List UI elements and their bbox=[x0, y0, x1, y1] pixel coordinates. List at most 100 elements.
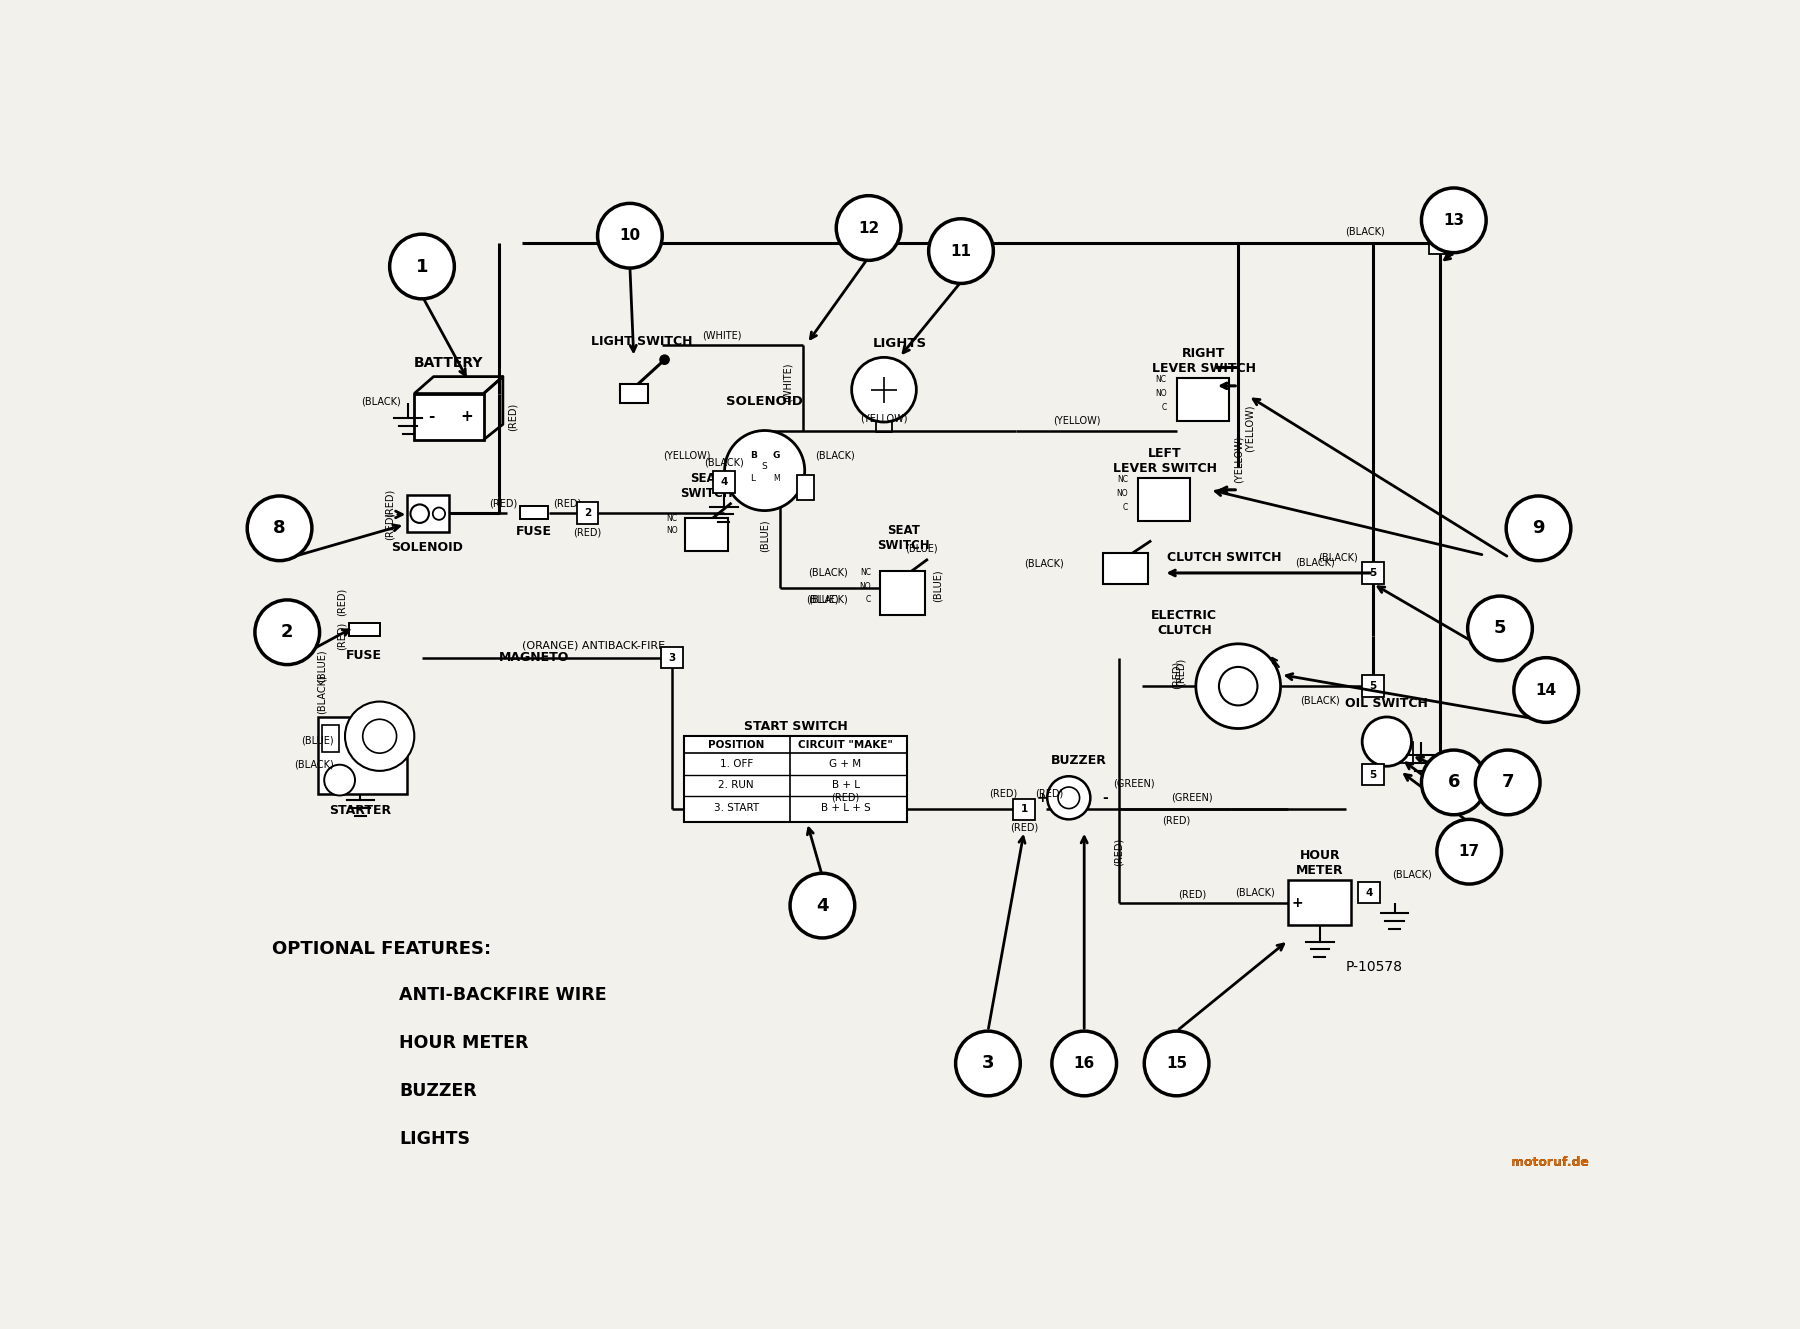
Text: 6: 6 bbox=[1436, 238, 1444, 249]
Text: C: C bbox=[1123, 502, 1129, 512]
Text: BATTERY: BATTERY bbox=[414, 356, 484, 369]
Text: (BLUE): (BLUE) bbox=[905, 544, 938, 554]
Text: 11: 11 bbox=[950, 243, 972, 259]
Circle shape bbox=[346, 702, 414, 771]
Text: NO: NO bbox=[1156, 389, 1166, 399]
Bar bbox=[1359, 881, 1381, 904]
Text: SEAT
SWITCH: SEAT SWITCH bbox=[680, 472, 733, 500]
Text: B: B bbox=[749, 451, 756, 460]
Text: 5: 5 bbox=[1370, 567, 1377, 578]
Bar bbox=[319, 716, 407, 793]
Text: 15: 15 bbox=[1166, 1057, 1188, 1071]
Text: LEFT
LEVER SWITCH: LEFT LEVER SWITCH bbox=[1112, 448, 1217, 476]
Text: P-10578: P-10578 bbox=[1346, 961, 1402, 974]
Text: motoruf.de: motoruf.de bbox=[1510, 1156, 1589, 1170]
Text: FUSE: FUSE bbox=[346, 649, 382, 662]
Bar bbox=[1363, 675, 1384, 696]
Text: CIRCUIT "MAKE": CIRCUIT "MAKE" bbox=[797, 740, 893, 750]
Circle shape bbox=[389, 234, 454, 299]
Text: 3. START: 3. START bbox=[713, 803, 760, 813]
Text: HOUR METER: HOUR METER bbox=[400, 1034, 529, 1053]
Text: G + M: G + M bbox=[830, 759, 862, 769]
Circle shape bbox=[1048, 776, 1091, 820]
Text: 4: 4 bbox=[720, 477, 727, 488]
Text: 2: 2 bbox=[281, 623, 293, 642]
Text: ANTI-BACKFIRE WIRE: ANTI-BACKFIRE WIRE bbox=[400, 986, 607, 1005]
Bar bbox=[1013, 799, 1035, 820]
Text: NO: NO bbox=[666, 526, 677, 536]
Text: (BLACK): (BLACK) bbox=[1235, 888, 1274, 897]
Text: (BLACK): (BLACK) bbox=[808, 595, 848, 605]
Text: (GREEN): (GREEN) bbox=[1172, 793, 1213, 803]
Text: MAGNETO: MAGNETO bbox=[499, 651, 569, 664]
Text: NO: NO bbox=[1116, 489, 1129, 498]
Circle shape bbox=[598, 203, 662, 268]
Text: 17: 17 bbox=[1458, 844, 1480, 860]
Text: 4: 4 bbox=[815, 897, 828, 914]
Text: START SWITCH: START SWITCH bbox=[743, 720, 848, 734]
Circle shape bbox=[247, 496, 311, 561]
Text: SOLENOID: SOLENOID bbox=[725, 395, 803, 408]
Bar bbox=[1363, 764, 1384, 785]
Text: 1: 1 bbox=[1021, 804, 1028, 815]
Text: NC: NC bbox=[1156, 375, 1166, 384]
Text: (YELLOW): (YELLOW) bbox=[860, 413, 907, 424]
Text: (RED): (RED) bbox=[553, 498, 581, 509]
Bar bbox=[619, 384, 648, 403]
Text: (BLACK): (BLACK) bbox=[1296, 558, 1336, 567]
Text: 4: 4 bbox=[1366, 888, 1373, 897]
Text: 9: 9 bbox=[1532, 520, 1544, 537]
Text: 1. OFF: 1. OFF bbox=[720, 759, 752, 769]
Text: -: - bbox=[428, 409, 434, 424]
Circle shape bbox=[1514, 658, 1579, 723]
Circle shape bbox=[837, 195, 902, 260]
Text: (BLACK): (BLACK) bbox=[293, 760, 333, 769]
Bar bbox=[1138, 478, 1190, 521]
Circle shape bbox=[324, 764, 355, 796]
Text: G: G bbox=[772, 451, 779, 460]
Text: NO: NO bbox=[859, 582, 871, 590]
Text: 1: 1 bbox=[416, 258, 428, 275]
Text: (RED): (RED) bbox=[337, 622, 346, 650]
Text: (BLACK): (BLACK) bbox=[1024, 558, 1064, 569]
Text: L: L bbox=[751, 473, 756, 482]
Text: 12: 12 bbox=[859, 221, 878, 235]
Text: OIL SWITCH: OIL SWITCH bbox=[1345, 696, 1427, 710]
Text: (BLACK): (BLACK) bbox=[704, 457, 743, 466]
Bar bbox=[349, 623, 380, 637]
Text: 3: 3 bbox=[668, 653, 675, 663]
Text: (RED): (RED) bbox=[1172, 661, 1181, 688]
Circle shape bbox=[929, 219, 994, 283]
Text: (WHITE): (WHITE) bbox=[783, 363, 792, 401]
Text: (RED): (RED) bbox=[990, 788, 1017, 799]
Text: (RED): (RED) bbox=[832, 793, 860, 803]
Text: 5: 5 bbox=[1494, 619, 1507, 638]
Text: 2. RUN: 2. RUN bbox=[718, 780, 754, 791]
Text: (RED): (RED) bbox=[1035, 788, 1064, 799]
Text: M: M bbox=[772, 473, 779, 482]
Text: (BLACK): (BLACK) bbox=[815, 451, 855, 460]
Text: C: C bbox=[1161, 403, 1166, 412]
Text: 5: 5 bbox=[1370, 682, 1377, 691]
Text: 10: 10 bbox=[619, 229, 641, 243]
Text: (BLUE): (BLUE) bbox=[760, 520, 770, 553]
Text: (RED): (RED) bbox=[1114, 837, 1123, 865]
Circle shape bbox=[956, 1031, 1021, 1096]
Text: RIGHT
LEVER SWITCH: RIGHT LEVER SWITCH bbox=[1152, 347, 1256, 375]
Text: (RED): (RED) bbox=[574, 528, 601, 538]
Bar bbox=[1103, 553, 1148, 583]
Circle shape bbox=[851, 358, 916, 423]
Circle shape bbox=[1436, 820, 1501, 884]
Text: HOUR
METER: HOUR METER bbox=[1296, 849, 1343, 877]
Text: motoruf.de: motoruf.de bbox=[1510, 1156, 1589, 1170]
Text: NC: NC bbox=[666, 514, 677, 522]
Text: LIGHTS: LIGHTS bbox=[400, 1130, 470, 1148]
Circle shape bbox=[432, 508, 445, 520]
Text: (BLACK): (BLACK) bbox=[1345, 227, 1384, 237]
Bar bbox=[880, 570, 925, 615]
Text: BUZZER: BUZZER bbox=[400, 1082, 477, 1100]
Text: POSITION: POSITION bbox=[707, 740, 765, 750]
Bar bbox=[520, 506, 547, 520]
Circle shape bbox=[364, 719, 396, 754]
Text: B + L + S: B + L + S bbox=[821, 803, 871, 813]
